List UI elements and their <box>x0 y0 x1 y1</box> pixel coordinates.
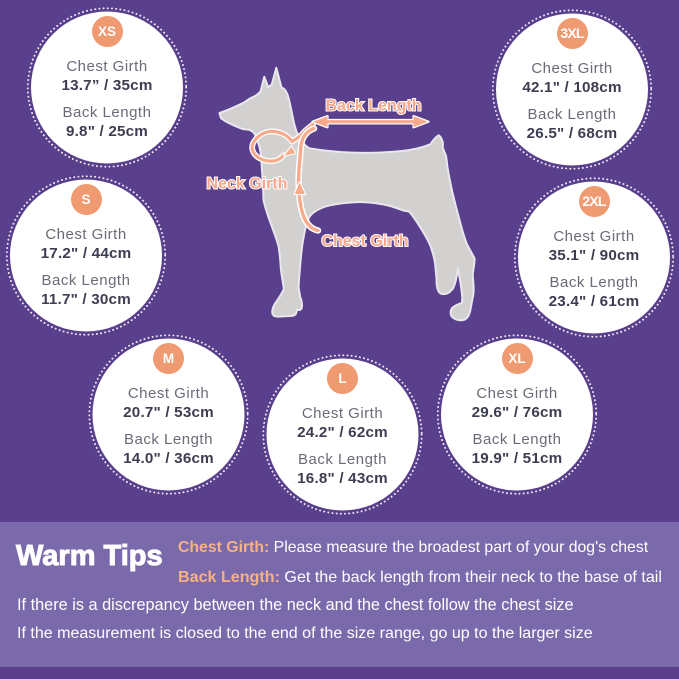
svg-text:Neck Girth: Neck Girth <box>207 176 288 193</box>
svg-text:Chest Girth: Chest Girth <box>321 233 408 250</box>
svg-text:Back Length: Back Length <box>325 98 421 115</box>
